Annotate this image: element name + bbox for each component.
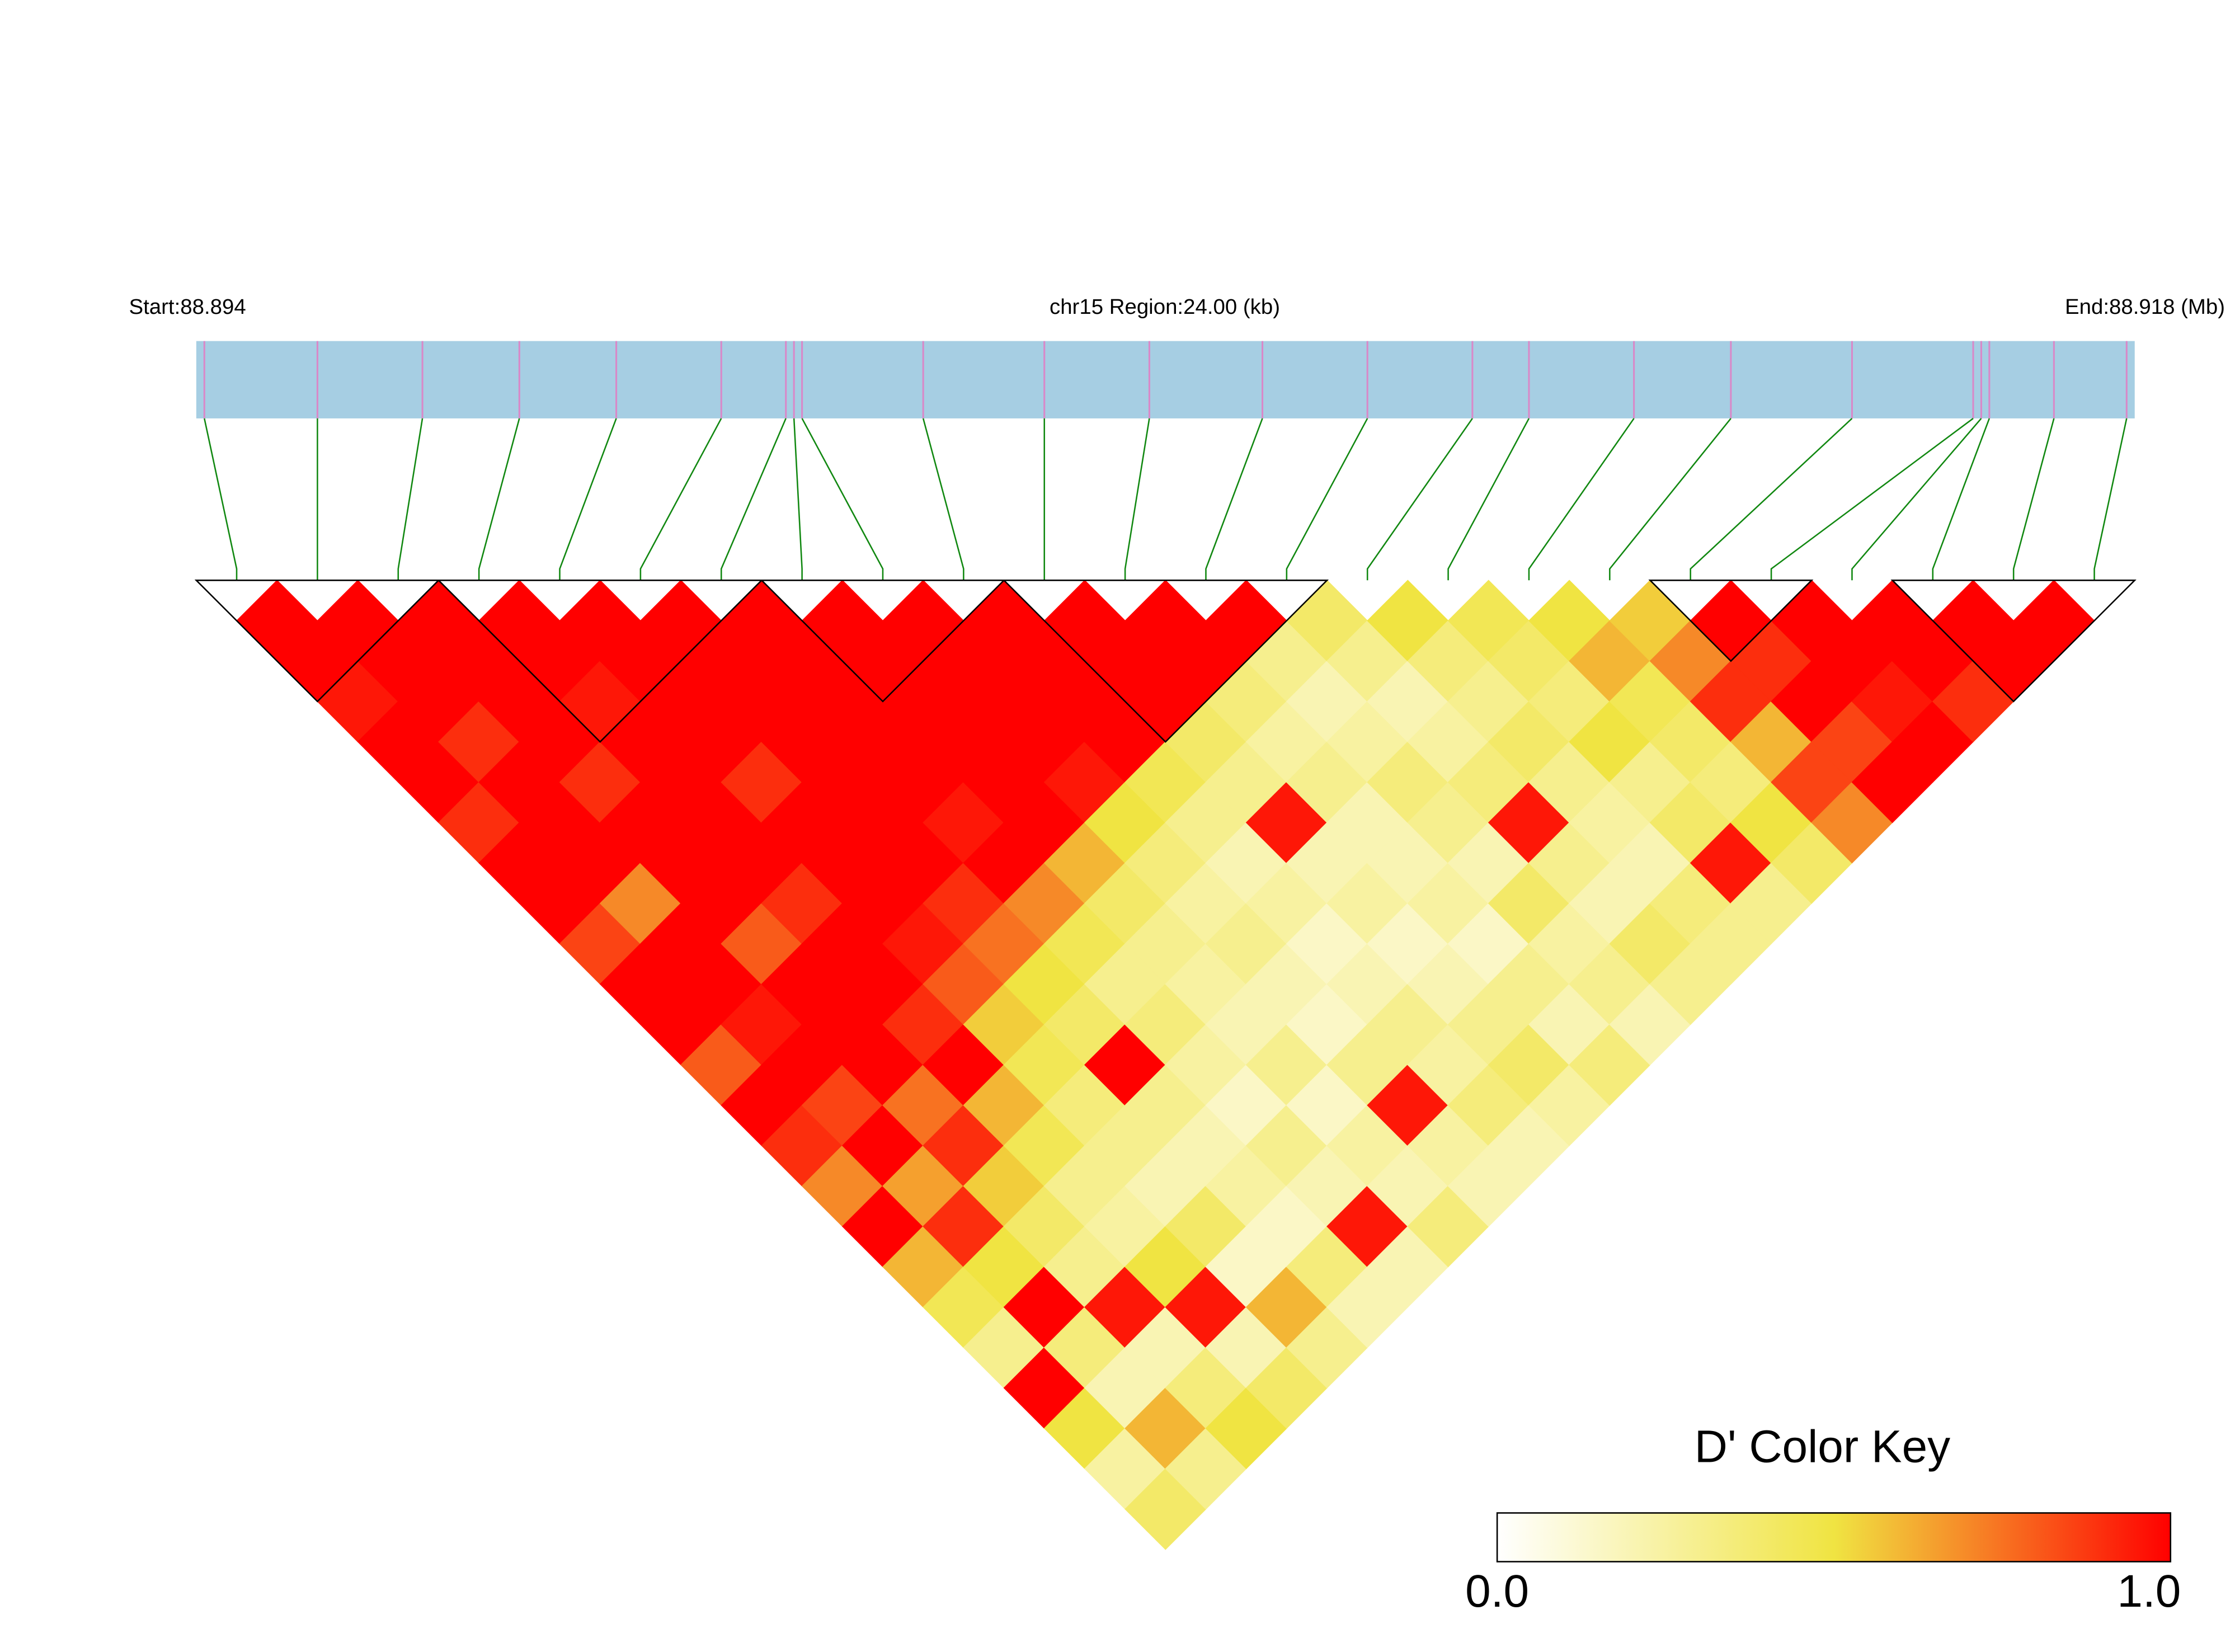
ld-block xyxy=(1890,580,2137,703)
snp-link xyxy=(1770,417,1974,581)
snp-link xyxy=(1609,418,1731,581)
color-key-bar xyxy=(1496,1512,2172,1562)
snp-link xyxy=(1286,418,1368,581)
key-max-label: 1.0 xyxy=(2117,1566,2181,1617)
ld-block xyxy=(194,580,441,703)
snp-link xyxy=(397,418,424,581)
snp-link xyxy=(1366,418,1473,581)
region-bar xyxy=(196,341,2135,418)
snp-link xyxy=(1932,418,1991,581)
end-label: End:88.918 (Mb) xyxy=(2065,295,2225,319)
snp-link xyxy=(1690,417,1853,581)
snp-link xyxy=(559,418,617,581)
snp-link xyxy=(1205,418,1263,581)
snp-link xyxy=(1528,418,1635,581)
ld-block xyxy=(1648,580,1814,662)
region-label: chr15 Region:24.00 (kb) xyxy=(1050,295,1280,319)
key-min-label: 0.0 xyxy=(1465,1566,1529,1617)
start-label: Start:88.894 xyxy=(129,295,246,319)
snp-link xyxy=(478,418,520,581)
snp-link xyxy=(720,418,787,581)
snp-link xyxy=(1851,418,1982,581)
snp-link xyxy=(793,418,803,581)
snp-link xyxy=(639,418,722,581)
snp-link xyxy=(2012,418,2055,581)
snp-link xyxy=(2093,418,2128,581)
ld-block xyxy=(760,580,1006,703)
snp-link xyxy=(204,418,238,581)
ld-block xyxy=(1002,580,1329,743)
snp-link xyxy=(922,418,964,581)
ld-block xyxy=(436,580,764,743)
snp-link xyxy=(1124,418,1150,581)
snp-link xyxy=(801,418,884,581)
key-title: D' Color Key xyxy=(1695,1421,1950,1472)
snp-link xyxy=(1447,418,1530,581)
